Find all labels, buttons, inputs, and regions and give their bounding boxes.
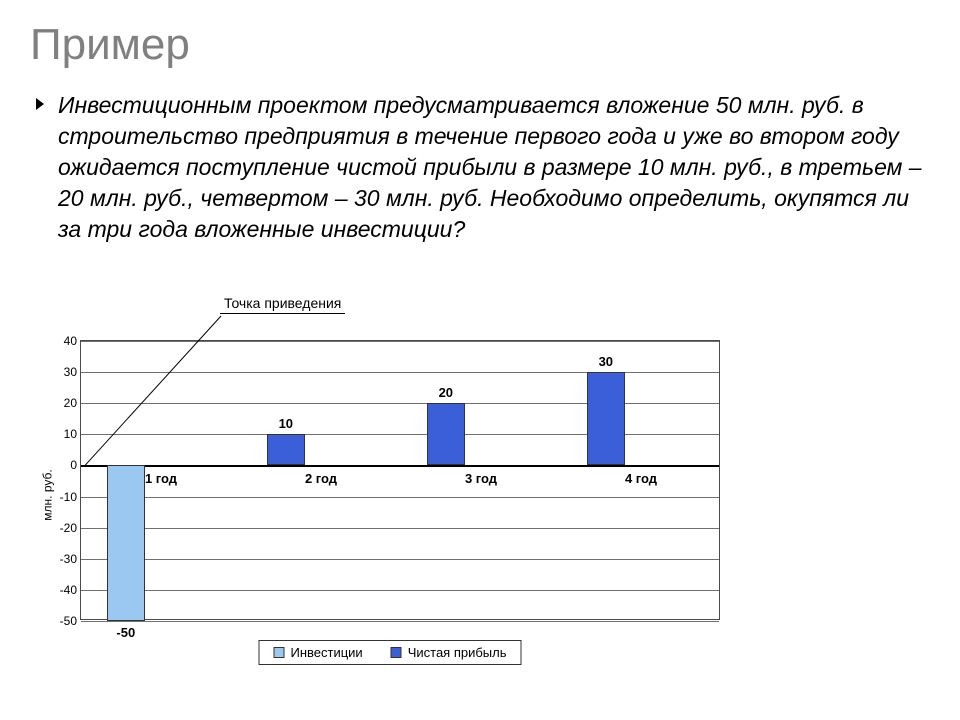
bullet-icon (36, 98, 44, 110)
body-paragraph: Инвестиционным проектом предусматриваетс… (58, 92, 922, 242)
y-tick-label: 30 (47, 365, 81, 379)
y-tick-label: -40 (47, 583, 81, 597)
slide: Пример Инвестиционным проектом предусмат… (0, 0, 960, 720)
legend-item-profit: Чистая прибыль (391, 645, 507, 660)
y-tick-label: -10 (47, 490, 81, 504)
y-tick-label: -30 (47, 552, 81, 566)
plot-area: -50-40-30-20-10010203040-501 год102 год2… (80, 340, 720, 620)
chart-legend: Инвестиции Чистая прибыль (259, 640, 522, 665)
legend-label: Чистая прибыль (408, 645, 507, 660)
legend-label: Инвестиции (291, 645, 363, 660)
y-tick-label: -50 (47, 614, 81, 628)
legend-swatch-icon (274, 647, 285, 658)
legend-item-investments: Инвестиции (274, 645, 363, 660)
y-tick-label: 0 (47, 458, 81, 472)
slide-title: Пример (30, 20, 930, 70)
y-tick-label: -20 (47, 521, 81, 535)
slide-body: Инвестиционным проектом предусматриваетс… (30, 90, 930, 245)
y-tick-label: 40 (47, 334, 81, 348)
investment-chart: млн. руб. Точка приведения -50-40-30-20-… (30, 300, 750, 690)
y-tick-label: 20 (47, 396, 81, 410)
legend-swatch-icon (391, 647, 402, 658)
callout-svg (81, 296, 721, 636)
y-tick-label: 10 (47, 427, 81, 441)
